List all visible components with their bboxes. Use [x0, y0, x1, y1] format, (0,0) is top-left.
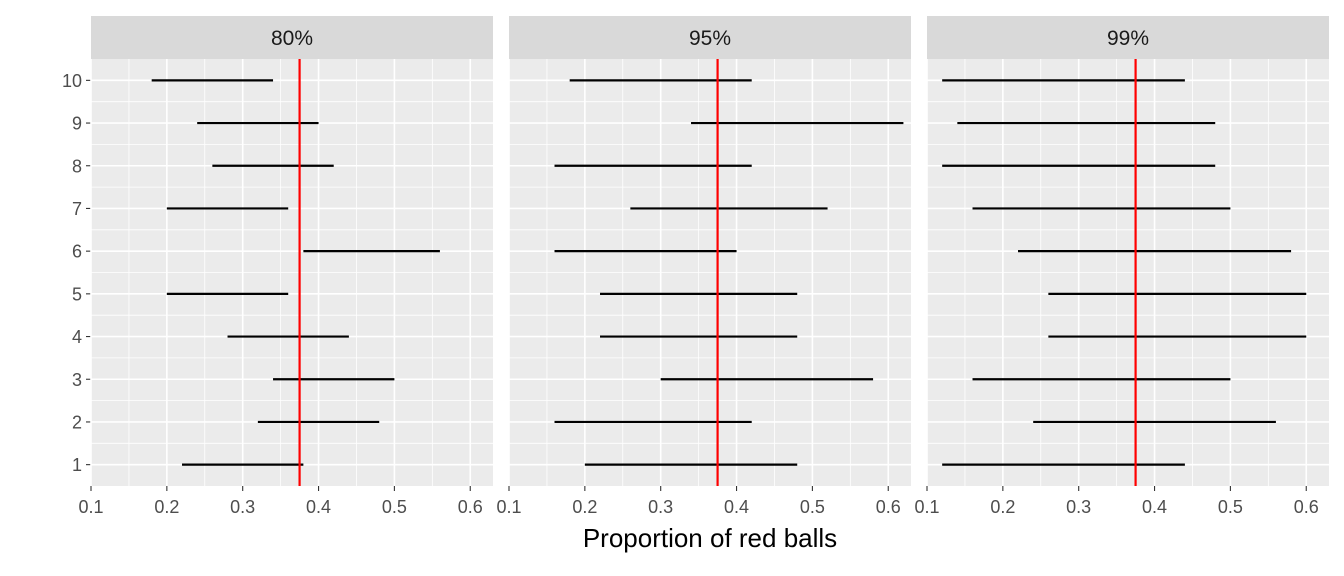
x-tick-label: 0.5 — [800, 497, 825, 517]
facet-strip — [509, 16, 911, 59]
y-tick-label: 8 — [72, 156, 82, 176]
x-tick-label: 0.6 — [458, 497, 483, 517]
plot-area: 1 2 3 4 5 6 7 8 9 10 80% 0.1 0.2 0.3 0.4 0.5 0.6 95% 0.1 0.… — [62, 16, 1329, 517]
facet-strip-label: 80% — [271, 27, 313, 50]
x-tick-label: 0.1 — [496, 497, 521, 517]
x-tick-label: 0.5 — [1218, 497, 1243, 517]
y-tick-label: 9 — [72, 114, 82, 134]
x-tick-label: 0.5 — [382, 497, 407, 517]
facet-strip-label: 99% — [1107, 27, 1149, 50]
x-tick-label: 0.6 — [876, 497, 901, 517]
x-tick-label: 0.3 — [230, 497, 255, 517]
y-tick-label: 10 — [62, 71, 82, 91]
facet-panel-95pct: 95% 0.1 0.2 0.3 0.4 0.5 0.6 — [496, 16, 911, 517]
facet-panel-99pct: 99% 0.1 0.2 0.3 0.4 0.5 0.6 — [914, 16, 1329, 517]
x-tick-label: 0.2 — [572, 497, 597, 517]
x-tick-label: 0.4 — [1142, 497, 1167, 517]
x-tick-label: 0.4 — [724, 497, 749, 517]
x-axis-title: Proportion of red balls — [583, 523, 837, 553]
y-tick-label: 5 — [72, 284, 82, 304]
x-tick-label: 0.2 — [990, 497, 1015, 517]
y-tick-label: 6 — [72, 242, 82, 262]
x-tick-label: 0.3 — [648, 497, 673, 517]
y-tick-label: 1 — [72, 455, 82, 475]
x-tick-label: 0.4 — [306, 497, 331, 517]
facet-strip — [927, 16, 1329, 59]
y-tick-label: 2 — [72, 412, 82, 432]
facet-panel-80pct: 80% 0.1 0.2 0.3 0.4 0.5 0.6 — [78, 16, 493, 517]
facet-strip — [91, 16, 493, 59]
facet-strip-label: 95% — [689, 27, 731, 50]
y-tick-label: 7 — [72, 199, 82, 219]
x-tick-label: 0.3 — [1066, 497, 1091, 517]
y-tick-label: 3 — [72, 370, 82, 390]
x-tick-label: 0.2 — [154, 497, 179, 517]
x-tick-label: 0.1 — [914, 497, 939, 517]
x-tick-label: 0.1 — [78, 497, 103, 517]
x-tick-label: 0.6 — [1294, 497, 1319, 517]
y-tick-label: 4 — [72, 327, 82, 347]
